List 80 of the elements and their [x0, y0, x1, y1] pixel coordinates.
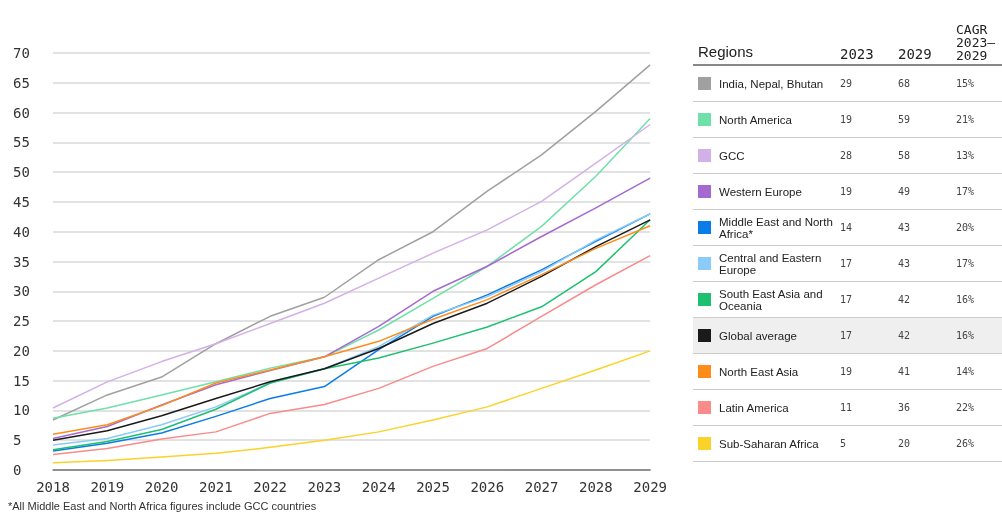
y-tick-label: 45: [13, 193, 30, 210]
text: 21%: [956, 114, 976, 125]
x-tick-label: 2023: [307, 479, 342, 495]
text: 43: [898, 258, 912, 269]
x-tick-label: 2022: [253, 479, 287, 495]
x-tick-label: 2029: [633, 479, 667, 495]
text: 20: [898, 438, 912, 449]
y-tick-label: 60: [13, 104, 30, 121]
y-tick-label: 0: [13, 462, 22, 478]
text: 19: [840, 114, 854, 125]
text: 17%: [956, 186, 976, 197]
text: 20%: [956, 222, 976, 233]
text: 11: [840, 402, 854, 413]
text: 16%: [956, 330, 976, 341]
text: 2023: [840, 46, 875, 64]
x-tick-label: 2019: [90, 479, 125, 495]
y-tick-label: 30: [13, 283, 30, 300]
y-tick-label: 25: [13, 313, 30, 330]
legend-label: South East Asia and Oceania: [719, 287, 824, 312]
text: 22%: [956, 402, 976, 413]
x-tick-label: 2028: [579, 479, 613, 495]
y-tick-label: 70: [13, 45, 30, 61]
text: 36: [898, 402, 912, 413]
text: 2029: [898, 46, 933, 64]
legend-label: Western Europe: [719, 185, 803, 198]
x-tick-label: 2018: [36, 479, 70, 495]
line-series: [52, 64, 651, 421]
text: 41: [898, 366, 912, 377]
x-tick-label: 2020: [144, 479, 179, 495]
legend-label: North America: [719, 113, 793, 126]
x-tick-label: 2025: [416, 479, 450, 495]
legend-label: Global average: [719, 329, 798, 342]
y-tick-label: 5: [13, 432, 22, 449]
y-tick-label: 40: [13, 223, 30, 240]
text: 16%: [956, 294, 976, 305]
legend-label: Sub-Saharan Africa: [719, 437, 820, 450]
text: 59: [898, 114, 912, 125]
y-tick-label: 20: [13, 342, 30, 359]
text: 28: [840, 150, 854, 161]
text: 17%: [956, 258, 976, 269]
line-series: [52, 254, 651, 456]
text: 14: [840, 222, 854, 233]
text: 26%: [956, 438, 976, 449]
x-tick-label: 2026: [470, 479, 505, 495]
legend-label: North East Asia: [719, 365, 800, 378]
text: 43: [898, 222, 912, 233]
text: 5: [840, 438, 848, 449]
text: 58: [898, 150, 912, 161]
text: 14%: [956, 366, 976, 377]
text: CAGR 2023–2029: [956, 22, 997, 64]
y-tick-label: 15: [13, 372, 30, 389]
y-tick-label: 65: [13, 74, 30, 91]
legend-title: Regions: [698, 43, 755, 62]
text: 29: [840, 78, 854, 89]
legend-label: GCC: [719, 149, 746, 162]
text: 15%: [956, 78, 976, 89]
y-tick-label: 10: [13, 402, 30, 419]
text: 49: [898, 186, 912, 197]
text: 19: [840, 186, 854, 197]
x-tick-label: 2024: [361, 479, 396, 495]
text: 68: [898, 78, 912, 89]
text: 19: [840, 366, 854, 377]
y-tick-label: 50: [13, 164, 30, 181]
x-tick-label: 2027: [524, 479, 559, 495]
legend-label: India, Nepal, Bhutan: [719, 77, 825, 90]
text: 42: [898, 330, 912, 341]
y-tick-label: 55: [13, 134, 30, 151]
line-series: [52, 350, 651, 464]
text: 17: [840, 330, 854, 341]
legend-label: Central and Eastern Europe: [719, 251, 823, 276]
x-tick-label: 2021: [199, 479, 233, 495]
legend-label: Middle East and North Africa*: [719, 215, 834, 240]
legend-label: Latin America: [719, 401, 790, 414]
text: 17: [840, 258, 854, 269]
y-tick-label: 35: [13, 253, 30, 270]
text: 13%: [956, 150, 976, 161]
line-series: [52, 177, 651, 440]
text: 42: [898, 294, 912, 305]
text: 17: [840, 294, 854, 305]
text: *All Middle East and North Africa figures include GCC countries: [8, 500, 317, 512]
